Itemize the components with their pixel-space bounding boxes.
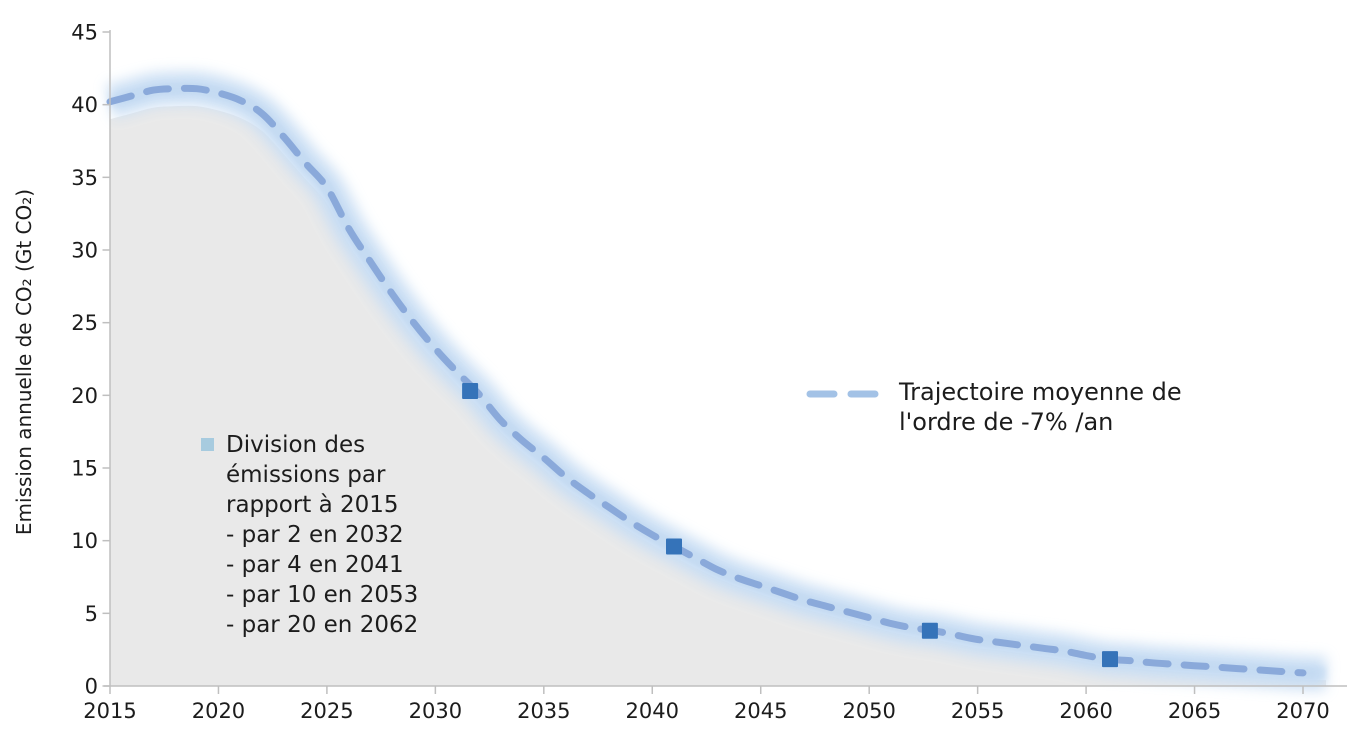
annotation-bullet-icon xyxy=(201,438,214,451)
x-tick-label: 2065 xyxy=(1168,699,1221,723)
annotation-line: émissions par xyxy=(226,462,386,488)
y-tick-label: 5 xyxy=(85,602,98,626)
annotation-line: Division des xyxy=(226,432,366,458)
y-tick-label: 0 xyxy=(85,675,98,699)
y-tick-label: 35 xyxy=(71,166,98,190)
legend-label-line1: Trajectoire moyenne de xyxy=(899,378,1182,406)
y-axis-title: Emission annuelle de CO₂ (Gt CO₂) xyxy=(12,188,36,536)
x-tick-label: 2015 xyxy=(83,699,136,723)
legend-label-line2: l'ordre de -7% /an xyxy=(899,408,1114,436)
axes xyxy=(102,30,1347,694)
legend-dash-icon xyxy=(806,390,886,398)
division-marker xyxy=(1102,651,1118,668)
x-tick-label: 2025 xyxy=(300,699,353,723)
division-marker xyxy=(462,383,479,399)
legend-label: Trajectoire moyenne de l'ordre de -7% /a… xyxy=(899,377,1182,437)
division-markers xyxy=(462,383,1118,668)
annotation-line: - par 4 en 2041 xyxy=(226,552,404,578)
y-tick-label: 15 xyxy=(71,457,98,481)
y-tick-label: 25 xyxy=(71,311,98,335)
x-tick-label: 2070 xyxy=(1276,699,1329,723)
division-marker xyxy=(666,538,682,555)
y-tick-label: 10 xyxy=(71,529,98,553)
x-tick-label: 2045 xyxy=(734,699,787,723)
annotation-line: - par 10 en 2053 xyxy=(226,582,419,608)
legend: Trajectoire moyenne de l'ordre de -7% /a… xyxy=(806,377,1182,437)
x-tick-label: 2050 xyxy=(842,699,895,723)
annotation-line: rapport à 2015 xyxy=(226,492,399,518)
division-annotation: Division des émissions par rapport à 2015 -… xyxy=(201,430,418,640)
annotation-text: Division des émissions par rapport à 2015 -… xyxy=(226,430,418,640)
annotation-line: - par 20 en 2062 xyxy=(226,612,419,638)
x-tick-label: 2055 xyxy=(951,699,1004,723)
y-tick-label: 30 xyxy=(71,239,98,263)
y-tick-label: 45 xyxy=(71,21,98,45)
emissions-area-fill xyxy=(110,105,1326,687)
x-tick-label: 2030 xyxy=(409,699,462,723)
x-tick-label: 2020 xyxy=(192,699,245,723)
x-tick-label: 2060 xyxy=(1059,699,1112,723)
y-tick-label: 40 xyxy=(71,93,98,117)
annotation-line: - par 2 en 2032 xyxy=(226,522,404,548)
division-marker xyxy=(921,622,938,639)
y-tick-label: 20 xyxy=(71,384,98,408)
x-tick-label: 2040 xyxy=(626,699,679,723)
x-tick-label: 2035 xyxy=(517,699,570,723)
